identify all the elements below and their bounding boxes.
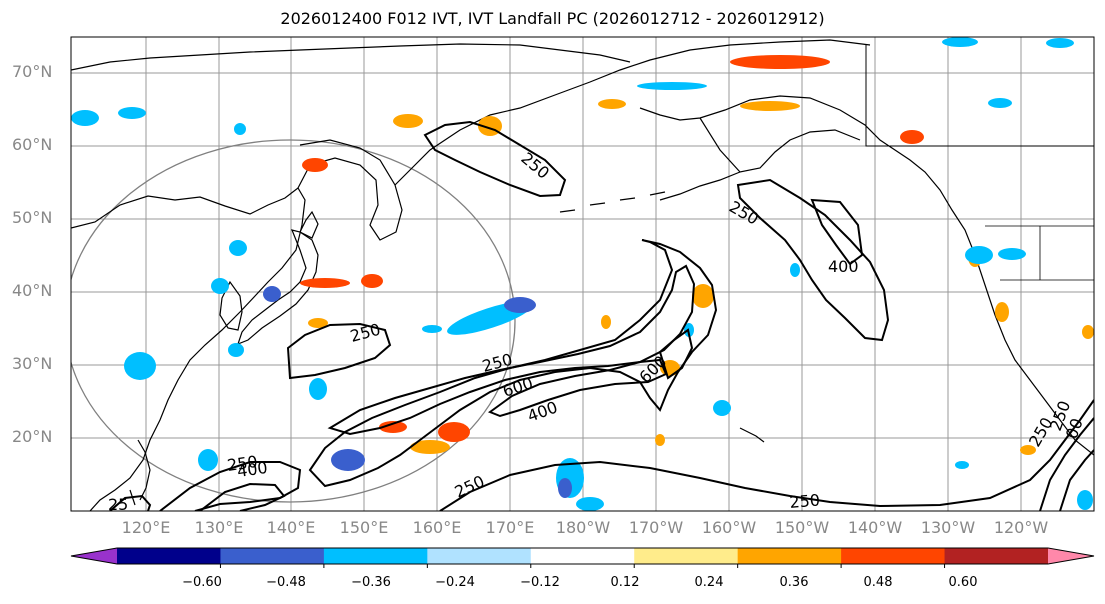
colorbar-tick-label: −0.48 — [266, 575, 306, 590]
graticule — [71, 37, 1094, 511]
lat-label-20n: 20°N — [12, 427, 53, 446]
lon-label: 150°E — [339, 518, 389, 537]
colorbar-tick-label: 0.36 — [779, 575, 809, 590]
landfall-region-circle — [71, 139, 516, 503]
colorbar-tick-label: −0.36 — [351, 575, 391, 590]
lon-label: 120°E — [121, 518, 171, 537]
lon-label: 150°W — [774, 518, 830, 537]
colorbar-tick-label: 0.48 — [863, 575, 893, 590]
map-frame — [70, 36, 1095, 512]
lon-label: 180°W — [555, 518, 611, 537]
lon-label: 120°W — [993, 518, 1049, 537]
colorbar-tick-label: −0.60 — [182, 575, 222, 590]
lon-label: 160°E — [412, 518, 462, 537]
lat-label-30n: 30°N — [12, 354, 53, 373]
colorbar-tick-label: 0.60 — [948, 575, 978, 590]
lat-label-50n: 50°N — [12, 208, 53, 227]
lon-label: 130°E — [194, 518, 244, 537]
contour-label: 400 — [828, 257, 859, 276]
lon-label: 170°W — [628, 518, 684, 537]
lat-label-60n: 60°N — [12, 135, 53, 154]
lat-label-70n: 70°N — [12, 62, 53, 81]
lon-label: 170°E — [485, 518, 535, 537]
map-title: 2026012400 F012 IVT, IVT Landfall PC (20… — [280, 9, 825, 28]
coastlines — [71, 39, 1094, 511]
contour-label: 250 — [226, 452, 259, 475]
lon-label: 130°W — [920, 518, 976, 537]
contour-label: 250 — [789, 490, 821, 512]
lon-label: 140°E — [266, 518, 316, 537]
colorbar-tick-label: 0.24 — [694, 575, 724, 590]
lat-label-40n: 40°N — [12, 281, 53, 300]
colorbar-tick-label: −0.12 — [520, 575, 560, 590]
lon-label: 140°W — [847, 518, 903, 537]
contour-label: 25 — [108, 495, 128, 514]
ivt-anomaly-shading — [71, 37, 1094, 511]
contour-label: 400 — [236, 458, 269, 481]
ivt-contours — [109, 120, 1094, 511]
lon-label: 160°W — [701, 518, 757, 537]
colorbar-tick-label: 0.12 — [610, 575, 640, 590]
colorbar-tick-label: −0.24 — [435, 575, 475, 590]
